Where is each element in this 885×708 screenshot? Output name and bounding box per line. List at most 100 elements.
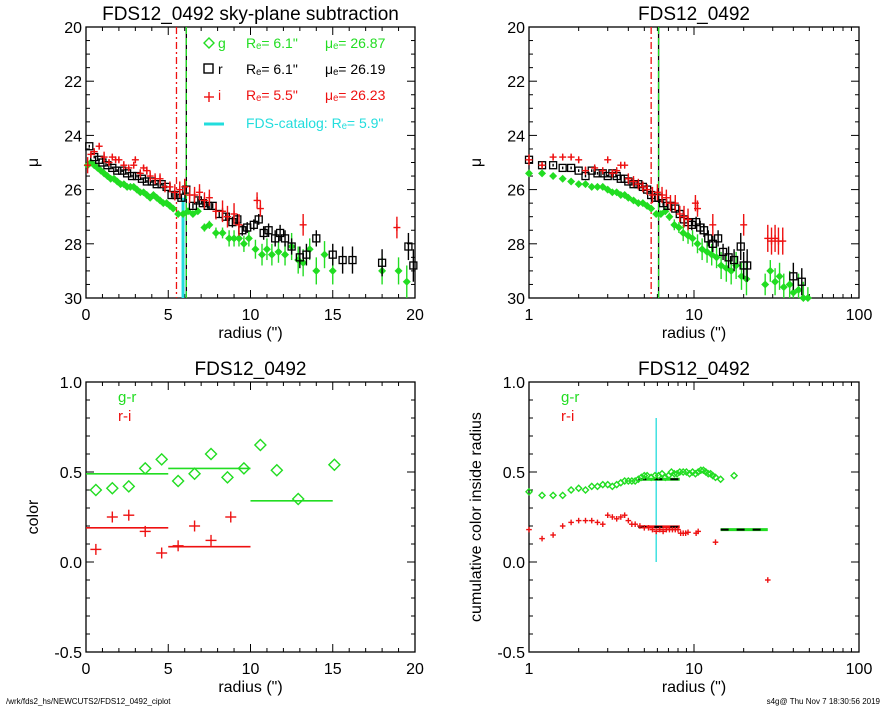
marker-square [275, 228, 285, 238]
data-point [587, 482, 596, 491]
marker-diamond [670, 469, 679, 478]
y-axis: -0.5 0.0 0.5 1.0 color [25, 375, 415, 662]
marker-diamond [211, 228, 220, 237]
data-point [228, 216, 237, 228]
marker-diamond [549, 172, 558, 181]
data-point [766, 260, 775, 282]
marker-square [127, 171, 137, 181]
data-point [120, 161, 128, 170]
y-tick-label: -0.5 [54, 645, 82, 662]
marker-diamond [220, 470, 234, 484]
marker-diamond [402, 277, 411, 286]
series-i [525, 153, 787, 255]
data-point [645, 525, 652, 531]
data-point [712, 246, 721, 269]
data-point [113, 166, 122, 175]
marker-square [404, 242, 413, 251]
data-point [637, 473, 646, 482]
data-point [643, 471, 652, 480]
data-point [200, 223, 209, 232]
y-tick-label: 28 [507, 237, 525, 254]
data-point [717, 251, 726, 280]
data-point [574, 484, 583, 493]
data-point [299, 213, 307, 236]
data-point [637, 523, 643, 529]
data-point [84, 157, 92, 174]
data-point [566, 163, 576, 173]
marker-diamond [643, 471, 652, 480]
marker-diamond [262, 245, 271, 254]
marker-diamond [775, 272, 784, 281]
data-point [280, 230, 290, 247]
marker-diamond [785, 280, 794, 289]
marker-diamond [661, 473, 670, 482]
marker-diamond [179, 210, 188, 218]
data-point [574, 180, 583, 189]
marker-diamond [603, 185, 612, 194]
marker-square [108, 163, 117, 173]
data-point [662, 189, 670, 206]
marker-square [118, 166, 127, 175]
marker-diamond [239, 239, 248, 248]
data-point [402, 265, 411, 298]
data-point [118, 166, 127, 175]
legend-entry-g: g Rₑ= 6.1" μₑ= 26.87 [203, 35, 386, 51]
data-point [320, 241, 329, 269]
series-g-r [525, 466, 739, 500]
marker-diamond [267, 250, 276, 259]
marker-square [254, 215, 263, 224]
y-axis-label: μ [25, 158, 42, 167]
marker-diamond [707, 250, 716, 259]
x-axis: 0 5 10 15 20 radius (") [82, 27, 424, 342]
y-axis: 20 22 24 26 28 30 μ [468, 20, 859, 308]
data-point [624, 173, 632, 185]
series-i [84, 142, 401, 239]
data-point [634, 178, 642, 190]
data-point [730, 471, 739, 480]
data-point [264, 223, 273, 238]
marker-diamond [716, 475, 725, 484]
marker-square [271, 234, 280, 243]
marker-diamond [603, 480, 612, 489]
marker-diamond [205, 220, 214, 229]
marker-diamond [218, 228, 227, 237]
data-point [139, 525, 151, 537]
legend-band-label: r [218, 61, 223, 77]
data-point [582, 517, 589, 524]
series-g-r [89, 438, 341, 506]
marker-diamond [567, 177, 576, 186]
marker-square [704, 234, 713, 243]
marker-square [85, 142, 94, 151]
marker-diamond [693, 239, 702, 248]
data-point [630, 176, 638, 187]
data-point [404, 232, 413, 261]
marker-square [743, 261, 752, 270]
data-point [130, 161, 138, 169]
data-point [558, 491, 567, 500]
x-axis-label: radius (") [662, 325, 726, 342]
marker-square [548, 161, 558, 170]
data-point [575, 517, 582, 524]
data-point [115, 156, 123, 164]
y-tick-label: 1.0 [503, 375, 525, 392]
data-point [629, 196, 638, 205]
data-point [609, 514, 616, 520]
data-point [89, 483, 103, 497]
marker-diamond [771, 277, 780, 286]
data-point [691, 469, 700, 478]
marker-diamond [155, 452, 169, 466]
marker-square [122, 169, 132, 178]
x-tick-label: 0 [82, 307, 91, 324]
marker-diamond [665, 212, 674, 221]
data-point [660, 528, 666, 535]
data-point [743, 249, 752, 282]
legend-symbol-diamond [203, 37, 215, 49]
chart-cumulative-color-log: FDS12_0492 1 10 100 radius (") -0.5 0.0 0.5 1.0 c… [468, 359, 872, 696]
data-point [593, 182, 602, 191]
data-point [538, 169, 547, 178]
data-point [525, 154, 533, 166]
x-axis-label: radius (") [662, 679, 726, 696]
data-point [525, 487, 533, 496]
data-point [237, 461, 251, 475]
